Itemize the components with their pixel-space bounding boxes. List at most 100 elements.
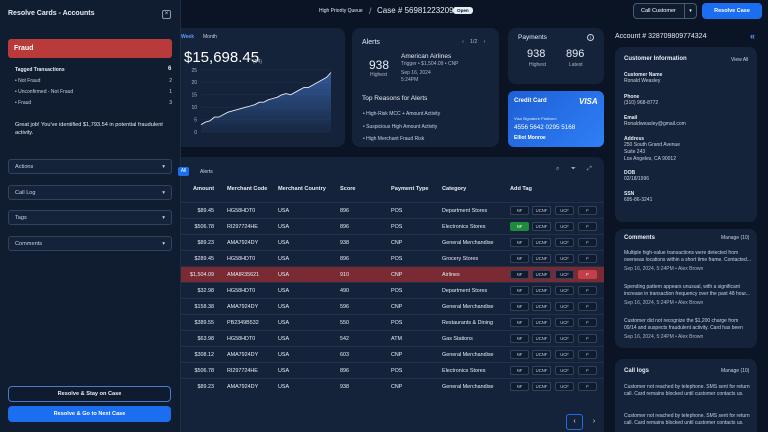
table-row[interactable]: $1,504.09 AMAIR35621 USA 910 CNP Airlines NF UC… — [181, 266, 604, 282]
tag-button-ucnf[interactable]: UCNF — [532, 302, 551, 311]
tag-button-nf[interactable]: NF — [510, 366, 529, 375]
tag-button-f[interactable]: F — [578, 270, 597, 279]
info-icon[interactable]: i — [587, 34, 594, 41]
table-row[interactable]: $289.45 HG58HDT0 USA 896 POS Grocery Stores NF… — [181, 250, 604, 266]
column-header[interactable]: Merchant Code — [227, 186, 268, 192]
tag-button-ucnf[interactable]: UCNF — [532, 254, 551, 263]
table-row[interactable]: $389.55 PB2349B532 USA 550 POS Restaurants & … — [181, 314, 604, 330]
tag-button-ucf[interactable]: UCF — [555, 334, 574, 343]
tab-alerts[interactable]: Alerts — [200, 169, 213, 175]
tag-button-ucnf[interactable]: UCNF — [532, 366, 551, 375]
table-row[interactable]: $89.23 AMA7924DY USA 938 CNP General Merchand… — [181, 378, 604, 394]
tag-button-ucnf[interactable]: UCNF — [532, 206, 551, 215]
actions-dropdown[interactable]: Actions ▾ — [8, 159, 172, 174]
resolve-case-button[interactable]: Resolve Case — [702, 3, 762, 19]
comments-manage-link[interactable]: Manage (10) — [721, 235, 750, 241]
tag-button-nf[interactable]: NF — [510, 302, 529, 311]
call-customer-label[interactable]: Call Customer — [634, 4, 685, 18]
tags-dropdown[interactable]: Tags ▾ — [8, 210, 172, 225]
tag-button-ucf[interactable]: UCF — [555, 238, 574, 247]
call-logs-manage-link[interactable]: Manage (10) — [721, 368, 750, 374]
resolve-stay-button[interactable]: Resolve & Stay on Case — [8, 386, 171, 402]
call-log-dropdown[interactable]: Call Log ▾ — [8, 185, 172, 200]
alert-trigger: Trigger • $1,504.09 • CNP — [401, 61, 459, 67]
close-icon[interactable]: × — [162, 10, 171, 19]
queue-breadcrumb[interactable]: High Priority Queue — [319, 8, 363, 14]
tag-button-ucnf[interactable]: UCNF — [532, 318, 551, 327]
tag-button-ucnf[interactable]: UCNF — [532, 350, 551, 359]
resolve-next-button[interactable]: Resolve & Go to Next Case — [8, 406, 171, 422]
column-header[interactable]: Category — [442, 186, 467, 192]
tag-button-nf[interactable]: NF — [510, 382, 529, 391]
tag-button-nf[interactable]: NF — [510, 270, 529, 279]
column-header[interactable]: Payment Type — [391, 186, 429, 192]
tag-button-ucnf[interactable]: UCNF — [532, 238, 551, 247]
tag-button-nf[interactable]: NF — [510, 254, 529, 263]
collapse-icon[interactable]: « — [750, 31, 756, 41]
tag-button-f[interactable]: F — [578, 318, 597, 327]
search-icon[interactable]: ⌕ — [556, 166, 560, 172]
table-row[interactable]: $506.78 RI297724HE USA 896 POS Electronics St… — [181, 218, 604, 234]
chevron-left-icon[interactable]: ‹ — [566, 414, 583, 430]
filter-icon[interactable]: ⏷ — [571, 166, 576, 172]
tag-button-f[interactable]: F — [578, 334, 597, 343]
alert-merchant: American Airlines — [401, 53, 452, 60]
column-header[interactable]: Merchant Country — [278, 186, 326, 192]
amount-cell: $158.38 — [194, 304, 215, 310]
tag-button-ucf[interactable]: UCF — [555, 286, 574, 295]
tag-button-ucf[interactable]: UCF — [555, 206, 574, 215]
tag-button-ucnf[interactable]: UCNF — [532, 286, 551, 295]
tag-button-ucf[interactable]: UCF — [555, 270, 574, 279]
tag-button-ucf[interactable]: UCF — [555, 382, 574, 391]
tag-button-ucnf[interactable]: UCNF — [532, 382, 551, 391]
tag-button-f[interactable]: F — [578, 206, 597, 215]
column-header[interactable]: Score — [340, 186, 356, 192]
caret-down-icon[interactable]: ▾ — [689, 8, 692, 14]
tag-button-nf[interactable]: NF — [510, 318, 529, 327]
table-row[interactable]: $89.23 AMA7924DY USA 938 CNP General Merchand… — [181, 234, 604, 250]
tag-button-nf[interactable]: NF — [510, 334, 529, 343]
column-header[interactable]: Amount — [193, 186, 215, 192]
table-row[interactable]: $506.78 RI297724HE USA 896 POS Electronics St… — [181, 362, 604, 378]
tag-button-f[interactable]: F — [578, 350, 597, 359]
call-customer-button[interactable]: Call Customer ▾ — [633, 3, 697, 19]
chevron-right-icon[interactable]: › — [483, 39, 486, 45]
table-row[interactable]: $158.38 AMA7924DY USA 596 CNP General Merchan… — [181, 298, 604, 314]
tag-button-f[interactable]: F — [578, 222, 597, 231]
table-row[interactable]: $89.45 HG58HDT0 USA 896 POS Department Stores… — [181, 202, 604, 218]
tab-all[interactable]: All — [178, 167, 189, 176]
table-row[interactable]: $63.98 HG58HDT0 USA 542 ATM Gas Stations NF UCN… — [181, 330, 604, 346]
tag-button-nf[interactable]: NF — [510, 238, 529, 247]
tag-button-ucf[interactable]: UCF — [555, 350, 574, 359]
tag-button-ucnf[interactable]: UCNF — [532, 222, 551, 231]
tag-button-f[interactable]: F — [578, 366, 597, 375]
tag-button-ucf[interactable]: UCF — [555, 318, 574, 327]
fraud-banner: Fraud — [8, 39, 172, 58]
tag-button-nf[interactable]: NF — [510, 222, 529, 231]
view-all-link[interactable]: View All — [731, 57, 749, 63]
tag-button-nf[interactable]: NF — [510, 350, 529, 359]
score-cell: 596 — [340, 304, 349, 310]
table-row[interactable]: $32.98 HG58HDT0 USA 490 POS Department Stores… — [181, 282, 604, 298]
expand-icon[interactable]: ⤢ — [587, 166, 592, 172]
tag-button-ucf[interactable]: UCF — [555, 366, 574, 375]
tag-button-ucf[interactable]: UCF — [555, 302, 574, 311]
comments-dropdown[interactable]: Comments ▾ — [8, 236, 172, 251]
tag-button-nf[interactable]: NF — [510, 206, 529, 215]
tag-button-ucf[interactable]: UCF — [555, 254, 574, 263]
tag-button-ucf[interactable]: UCF — [555, 222, 574, 231]
chevron-right-icon[interactable]: › — [592, 418, 596, 425]
tag-button-f[interactable]: F — [578, 382, 597, 391]
tag-button-ucnf[interactable]: UCNF — [532, 334, 551, 343]
tag-button-f[interactable]: F — [578, 302, 597, 311]
tag-button-f[interactable]: F — [578, 286, 597, 295]
tab-month[interactable]: Month — [203, 34, 217, 40]
tag-button-ucnf[interactable]: UCNF — [532, 270, 551, 279]
tag-button-nf[interactable]: NF — [510, 286, 529, 295]
tag-button-f[interactable]: F — [578, 238, 597, 247]
table-row[interactable]: $308.12 AMA7924DY USA 603 CNP General Merchan… — [181, 346, 604, 362]
tab-week[interactable]: Week — [181, 34, 194, 40]
tag-button-f[interactable]: F — [578, 254, 597, 263]
chevron-left-icon[interactable]: ‹ — [462, 39, 464, 45]
score-cell: 542 — [340, 336, 349, 342]
